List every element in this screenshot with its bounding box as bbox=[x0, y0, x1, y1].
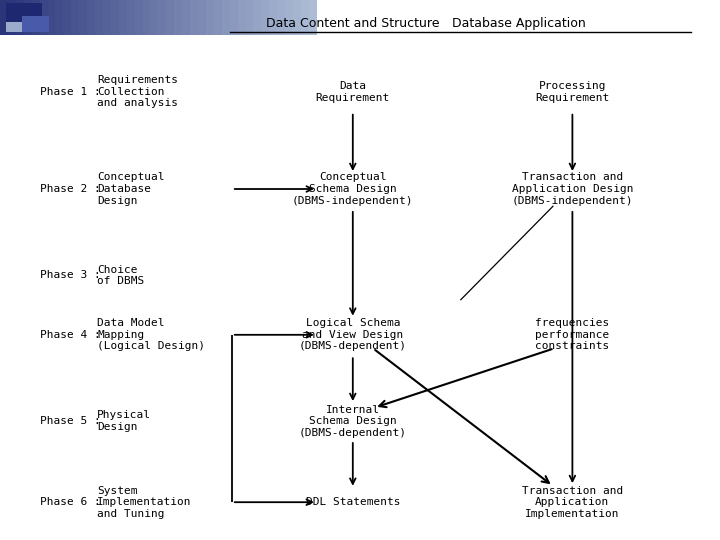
Text: Processing
Requirement: Processing Requirement bbox=[535, 81, 610, 103]
Text: Conceptual
Database
Design: Conceptual Database Design bbox=[97, 172, 165, 206]
Text: Transaction and
Application Design
(DBMS-independent): Transaction and Application Design (DBMS… bbox=[512, 172, 633, 206]
Text: Data Content and Structure: Data Content and Structure bbox=[266, 17, 439, 30]
Bar bbox=[150, 0, 158, 35]
Bar bbox=[119, 0, 127, 35]
Text: System
Implementation
and Tuning: System Implementation and Tuning bbox=[97, 485, 192, 519]
Text: Database Application: Database Application bbox=[451, 17, 585, 30]
Text: Internal
Schema Design
(DBMS-dependent): Internal Schema Design (DBMS-dependent) bbox=[299, 404, 407, 438]
Bar bbox=[238, 0, 246, 35]
Bar bbox=[214, 0, 222, 35]
Bar bbox=[230, 0, 238, 35]
Text: Data Model
Mapping
(Logical Design): Data Model Mapping (Logical Design) bbox=[97, 318, 205, 352]
Bar bbox=[135, 0, 143, 35]
Bar bbox=[198, 0, 206, 35]
Bar bbox=[111, 0, 119, 35]
Bar bbox=[269, 0, 277, 35]
Text: Transaction and
Application
Implementation: Transaction and Application Implementati… bbox=[522, 485, 623, 519]
Text: Phase 4 :: Phase 4 : bbox=[40, 330, 100, 340]
Bar bbox=[6, 22, 22, 32]
Bar bbox=[48, 0, 55, 35]
Bar bbox=[182, 0, 190, 35]
Bar bbox=[16, 0, 24, 35]
Bar bbox=[8, 0, 16, 35]
Bar bbox=[40, 0, 48, 35]
Bar bbox=[55, 0, 63, 35]
Text: Choice
of DBMS: Choice of DBMS bbox=[97, 265, 145, 286]
Text: Logical Schema
and View Design
(DBMS-dependent): Logical Schema and View Design (DBMS-dep… bbox=[299, 318, 407, 352]
Bar bbox=[253, 0, 261, 35]
Text: DDL Statements: DDL Statements bbox=[305, 497, 400, 507]
Bar bbox=[63, 0, 71, 35]
Bar bbox=[301, 0, 309, 35]
Bar bbox=[190, 0, 198, 35]
Bar bbox=[293, 0, 301, 35]
Text: Phase 1 :: Phase 1 : bbox=[40, 87, 100, 97]
Bar bbox=[71, 0, 79, 35]
Bar bbox=[0, 0, 8, 35]
Text: frequencies
performance
constraints: frequencies performance constraints bbox=[535, 318, 610, 352]
Text: Data
Requirement: Data Requirement bbox=[315, 81, 390, 103]
Bar bbox=[261, 0, 269, 35]
Bar bbox=[143, 0, 150, 35]
Bar bbox=[158, 0, 166, 35]
Bar bbox=[79, 0, 87, 35]
Bar bbox=[285, 0, 293, 35]
Bar bbox=[246, 0, 253, 35]
Text: Requirements
Collection
and analysis: Requirements Collection and analysis bbox=[97, 75, 179, 109]
Bar bbox=[22, 16, 49, 32]
Text: Phase 6 :: Phase 6 : bbox=[40, 497, 100, 507]
Bar bbox=[103, 0, 111, 35]
Text: Phase 5 :: Phase 5 : bbox=[40, 416, 100, 426]
Bar bbox=[6, 3, 42, 27]
Bar bbox=[309, 0, 317, 35]
Text: Phase 2 :: Phase 2 : bbox=[40, 184, 100, 194]
Bar bbox=[95, 0, 103, 35]
Bar bbox=[277, 0, 285, 35]
Bar bbox=[127, 0, 135, 35]
Text: Phase 3 :: Phase 3 : bbox=[40, 271, 100, 280]
Bar bbox=[222, 0, 230, 35]
Bar bbox=[174, 0, 182, 35]
Bar bbox=[24, 0, 32, 35]
Text: Physical
Design: Physical Design bbox=[97, 410, 151, 432]
Bar bbox=[32, 0, 40, 35]
Text: Conceptual
Schema Design
(DBMS-independent): Conceptual Schema Design (DBMS-independe… bbox=[292, 172, 413, 206]
Bar bbox=[206, 0, 214, 35]
Bar bbox=[166, 0, 174, 35]
Bar bbox=[87, 0, 95, 35]
